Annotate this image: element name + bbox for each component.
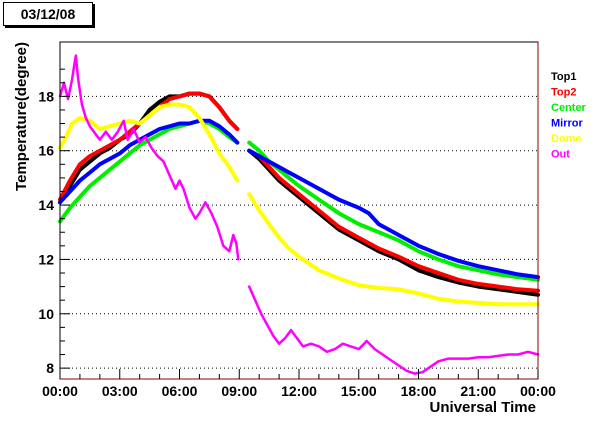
series-layer <box>58 54 540 375</box>
x-tick-label: 00:00 <box>42 383 78 399</box>
date-label: 03/12/08 <box>20 6 76 22</box>
legend-entry-center: Center <box>551 102 587 114</box>
legend-entry-dome: Dome <box>551 133 582 145</box>
series-line-dome <box>58 102 540 307</box>
legend-entry-mirror: Mirror <box>551 118 584 130</box>
x-tick-label: 21:00 <box>460 383 496 399</box>
x-tick-label: 15:00 <box>341 383 377 399</box>
legend: Top1 Top2 Center Mirror Dome Out <box>551 71 587 161</box>
legend-entry-out: Out <box>551 149 570 161</box>
x-tick-label: 09:00 <box>221 383 257 399</box>
legend-entry-top2: Top2 <box>551 87 576 99</box>
y-axis-title: Temperature(degree) <box>13 42 30 191</box>
y-tick-label: 12 <box>38 251 54 267</box>
y-tick-labels: 8 10 12 14 16 18 <box>38 88 54 376</box>
x-tick-label: 18:00 <box>401 383 437 399</box>
x-tick-label: 12:00 <box>281 383 317 399</box>
date-label-box: 03/12/08 <box>3 2 93 26</box>
grid-lines <box>60 95 538 369</box>
y-tick-label: 8 <box>46 360 54 376</box>
series-line-mirror <box>58 118 540 280</box>
series-line-out <box>58 54 540 375</box>
x-tick-label: 06:00 <box>162 383 198 399</box>
y-tick-label: 18 <box>38 88 54 104</box>
y-tick-label: 16 <box>38 143 54 159</box>
y-tick-label: 14 <box>38 197 54 213</box>
axis-ticks <box>59 68 539 379</box>
x-tick-label: 00:00 <box>520 383 556 399</box>
plot-frame <box>59 41 539 380</box>
x-axis-title: Universal Time <box>430 399 536 416</box>
legend-entry-top1: Top1 <box>551 71 576 83</box>
x-tick-labels: 00:00 03:00 06:00 09:00 12:00 15:00 18:00 21:00… <box>42 383 556 399</box>
y-tick-label: 10 <box>38 306 54 322</box>
x-tick-label: 03:00 <box>102 383 138 399</box>
